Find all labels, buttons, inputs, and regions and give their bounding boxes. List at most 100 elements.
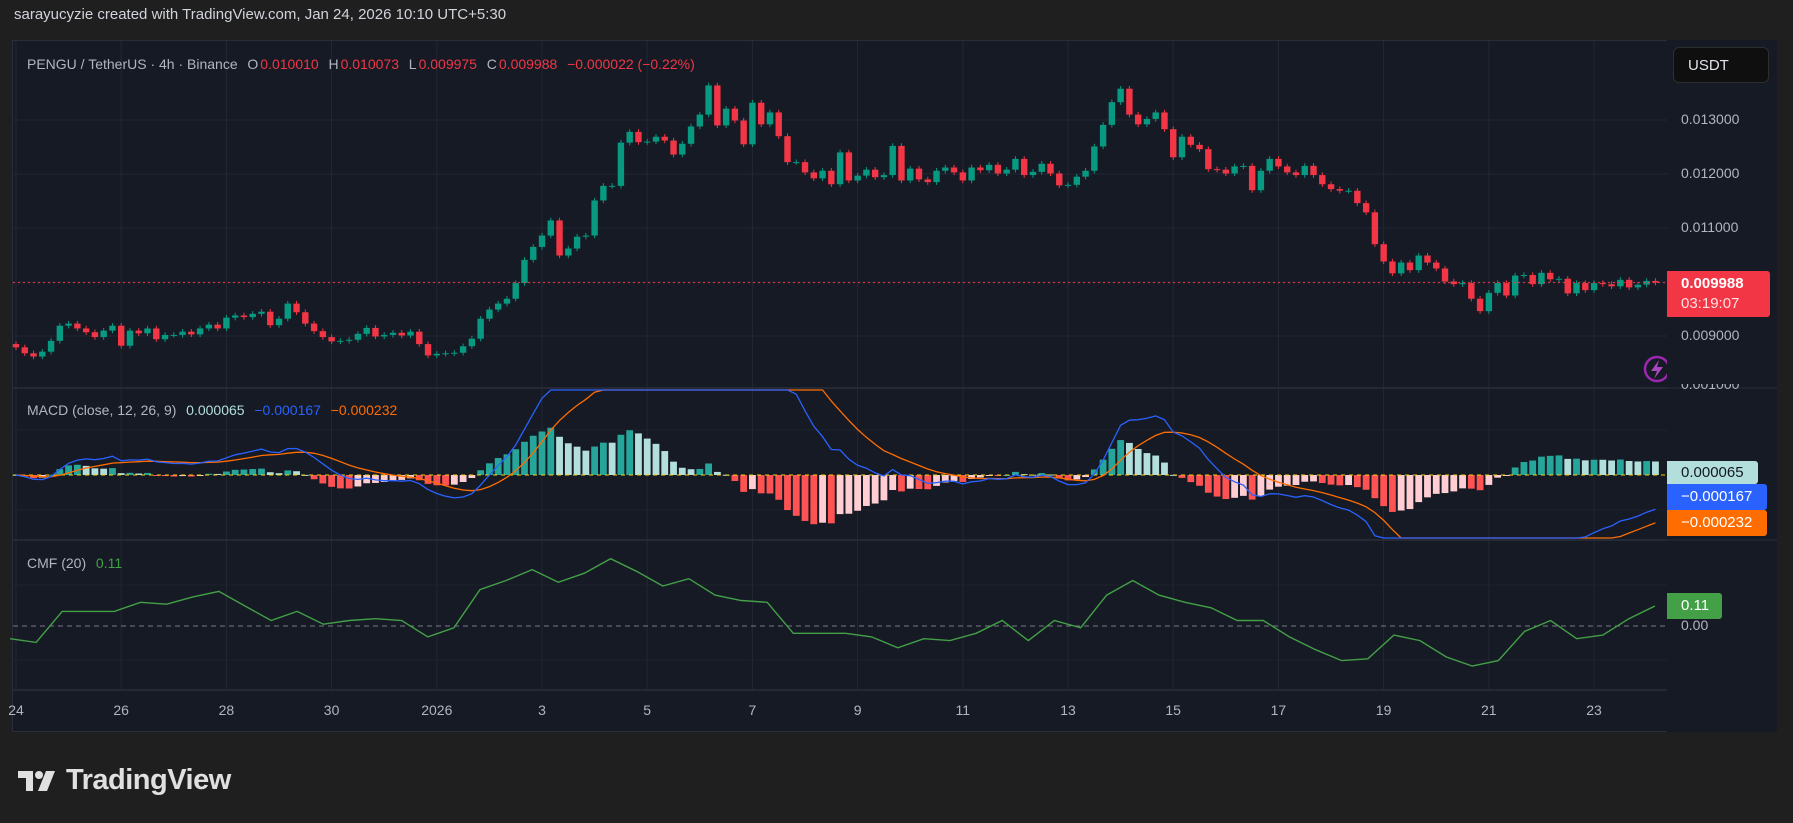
macd-histogram-bar [1178, 475, 1186, 478]
candle-body [749, 102, 756, 145]
candle-body [547, 220, 554, 236]
candle-body [214, 324, 221, 329]
macd-histogram-bar [1555, 455, 1563, 475]
macd-histogram-bar [661, 451, 669, 475]
candle-body [179, 331, 186, 335]
macd-histogram-bar [1283, 475, 1291, 486]
candle-body [1415, 255, 1422, 271]
macd-histogram-bar [336, 475, 344, 489]
macd-histogram-bar [1441, 475, 1449, 494]
macd-histogram-bar [328, 475, 336, 487]
candle-body [82, 328, 90, 333]
macd-histogram-bar [205, 473, 213, 475]
candle-body [416, 331, 423, 345]
macd-title[interactable]: MACD (close, 12, 26, 9) [27, 402, 177, 418]
candle-body [494, 303, 502, 310]
candle-body [1468, 283, 1475, 299]
macd-histogram-bar [1599, 459, 1607, 475]
macd-histogram-bar [810, 475, 818, 525]
candle-body [985, 164, 993, 171]
symbol-title[interactable]: PENGU / TetherUS · 4h · Binance [27, 56, 238, 72]
candle-body [1161, 112, 1168, 130]
candle-body [530, 246, 537, 260]
candle-body [661, 136, 668, 141]
macd-histogram-bar [459, 475, 467, 483]
macd-histogram-bar [1161, 462, 1168, 475]
candle-body [1643, 280, 1650, 285]
macd-line [15, 389, 1656, 539]
candle-body [775, 112, 782, 137]
candle-body [617, 142, 625, 186]
macd-histogram-bar [109, 468, 116, 475]
macd-histogram-bar [556, 436, 563, 475]
macd-histogram-bar [1318, 475, 1326, 484]
candle-body [863, 169, 870, 176]
macd-histogram-bar [503, 454, 511, 475]
macd-histogram-bar [819, 475, 826, 523]
macd-histogram-bar [1152, 455, 1160, 475]
candle-body [950, 167, 958, 173]
currency-button[interactable]: USDT [1673, 47, 1769, 83]
open-label: O [247, 56, 259, 72]
candle-body [1319, 175, 1326, 185]
macd-histogram-bar [1222, 475, 1230, 500]
macd-histogram-bar [1371, 475, 1379, 499]
macd-histogram-bar [547, 427, 555, 475]
candle-body [1354, 190, 1361, 204]
candle-body [1012, 158, 1019, 170]
candle-body [1091, 146, 1098, 171]
candle-body [1222, 169, 1230, 174]
macd-histogram-bar [784, 475, 791, 511]
candle-body [161, 334, 169, 340]
macd-histogram-bar [1055, 475, 1063, 479]
macd-histogram-bar [1652, 461, 1659, 475]
candle-body [1003, 169, 1010, 174]
macd-histogram-bar [1397, 475, 1405, 511]
symbol-legend: PENGU / TetherUS · 4h · Binance O 0.01001… [27, 56, 697, 72]
candle-body [310, 323, 318, 332]
macd-histogram-bar [976, 475, 984, 478]
open-value: 0.010010 [260, 56, 319, 72]
lightning-icon[interactable] [1643, 355, 1671, 383]
macd-histogram-bar [757, 475, 765, 494]
candle-body [1205, 149, 1212, 170]
macd-histogram-bar [1204, 475, 1212, 493]
macd-histogram-bar [1564, 458, 1572, 475]
macd-histogram-bar [845, 475, 853, 514]
macd-histogram-bar [1073, 475, 1081, 480]
candle-body [1625, 279, 1633, 288]
macd-line-value: −0.000167 [254, 402, 321, 418]
candle-body [1178, 136, 1186, 158]
macd-histogram-bar [836, 475, 844, 515]
cmf-title[interactable]: CMF (20) [27, 555, 87, 571]
candle-body [1345, 190, 1352, 192]
candle-body [267, 311, 274, 326]
macd-histogram-bar [801, 475, 809, 521]
bar-countdown: 03:19:07 [1681, 295, 1740, 312]
tradingview-logo[interactable]: TradingView [18, 764, 231, 797]
time-label: 2026 [421, 702, 453, 718]
macd-histogram-bar [1389, 475, 1396, 512]
macd-line-tag: −0.000167 [1667, 484, 1767, 510]
time-label: 17 [1270, 702, 1287, 718]
macd-histogram-bar [161, 475, 169, 477]
macd-histogram-bar [1529, 460, 1537, 475]
macd-histogram-bar [275, 473, 283, 475]
candle-body [942, 167, 949, 171]
macd-histogram-bar [258, 468, 265, 475]
candle-body [223, 317, 230, 329]
macd-histogram-bar [1415, 475, 1423, 503]
macd-histogram-bar [65, 465, 73, 475]
price-label: 0.012000 [1681, 165, 1740, 181]
time-label: 7 [748, 702, 757, 718]
macd-histogram-bar [1248, 475, 1256, 500]
time-label: 30 [323, 702, 340, 718]
cmf-value-tag: 0.11 [1667, 593, 1722, 619]
time-label: 19 [1375, 702, 1392, 718]
candle-body [1547, 272, 1554, 280]
time-label: 15 [1165, 702, 1181, 718]
close-label: C [486, 56, 497, 72]
candle-body [1617, 279, 1624, 287]
candle-body [1047, 163, 1054, 174]
